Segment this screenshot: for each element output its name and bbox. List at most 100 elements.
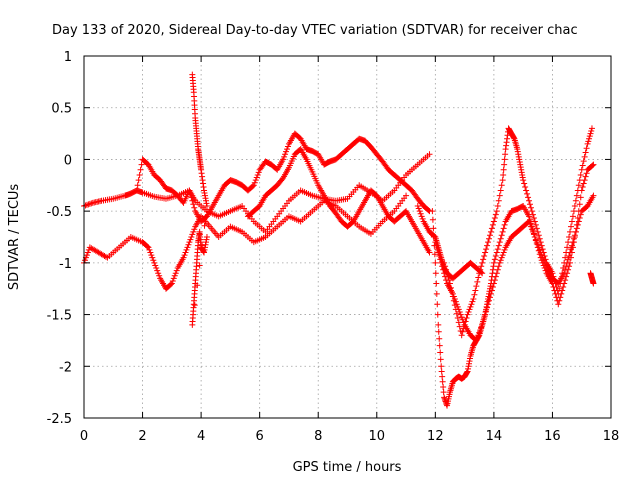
- data-point: [440, 383, 447, 390]
- data-point: [455, 319, 462, 326]
- data-point: [485, 239, 492, 246]
- data-point: [493, 249, 500, 256]
- data-point: [573, 221, 580, 228]
- data-point: [564, 244, 571, 251]
- data-point: [137, 166, 144, 173]
- data-point: [438, 363, 445, 370]
- data-point: [169, 277, 176, 284]
- data-point: [284, 143, 291, 150]
- data-point: [523, 187, 530, 194]
- data-point: [495, 242, 502, 249]
- data-point: [438, 368, 445, 375]
- data-point: [425, 207, 432, 214]
- data-point: [542, 256, 549, 263]
- data-point: [501, 156, 508, 163]
- data-point: [498, 232, 505, 239]
- data-point: [434, 301, 441, 308]
- data-point: [463, 315, 470, 322]
- data-point: [470, 296, 477, 303]
- data-point: [526, 221, 533, 228]
- data-point: [576, 177, 583, 184]
- data-point: [151, 259, 158, 266]
- data-point: [184, 244, 191, 251]
- data-point: [578, 166, 585, 173]
- data-point: [436, 335, 443, 342]
- data-point: [582, 149, 589, 156]
- data-point: [282, 151, 289, 158]
- data-point: [144, 243, 151, 250]
- x-tick-label: 6: [256, 429, 264, 444]
- data-point: [475, 274, 482, 281]
- data-point: [577, 171, 584, 178]
- data-point: [563, 249, 570, 256]
- y-tick-label: -0.5: [47, 205, 72, 220]
- data-point: [555, 301, 562, 308]
- series-trace-j: [587, 270, 597, 287]
- data-point: [538, 242, 545, 249]
- data-point: [154, 267, 161, 274]
- data-point: [565, 239, 572, 246]
- data-point: [171, 272, 178, 279]
- data-point: [414, 202, 421, 209]
- data-point: [417, 210, 424, 217]
- data-point: [488, 287, 495, 294]
- data-point: [490, 259, 497, 266]
- data-point: [182, 249, 189, 256]
- data-point: [586, 133, 593, 140]
- data-point: [203, 234, 210, 240]
- data-point: [180, 254, 187, 261]
- data-point: [481, 252, 488, 259]
- data-point: [172, 270, 179, 277]
- data-point: [569, 213, 576, 220]
- x-tick-label: 8: [314, 429, 322, 444]
- data-point: [559, 270, 566, 277]
- data-point: [150, 257, 157, 264]
- data-point: [500, 249, 507, 256]
- plot-frame: [83, 55, 612, 419]
- data-point: [138, 161, 145, 168]
- data-point: [88, 200, 95, 207]
- data-point: [473, 337, 480, 344]
- data-point: [533, 225, 540, 232]
- data-point: [527, 204, 534, 211]
- data-point: [189, 231, 196, 238]
- data-point: [145, 244, 152, 251]
- data-point: [484, 304, 491, 311]
- data-point: [426, 151, 433, 158]
- y-tick-label: -1.5: [47, 309, 72, 324]
- x-tick-label: 16: [544, 429, 561, 444]
- data-point: [433, 290, 440, 297]
- data-point: [575, 218, 582, 225]
- data-point: [590, 192, 597, 199]
- data-point: [255, 169, 262, 176]
- data-point: [568, 242, 575, 249]
- data-point: [487, 228, 494, 235]
- data-point: [426, 249, 433, 256]
- data-point: [494, 266, 501, 273]
- data-point: [498, 254, 505, 261]
- data-point: [190, 201, 197, 208]
- data-point: [433, 280, 440, 287]
- data-point: [556, 285, 563, 292]
- data-point: [430, 225, 437, 232]
- data-point: [459, 328, 466, 335]
- data-point: [479, 270, 486, 277]
- data-point: [580, 158, 587, 165]
- data-point: [493, 270, 500, 277]
- data-point: [83, 201, 90, 208]
- data-point: [454, 315, 461, 322]
- data-point: [203, 202, 210, 209]
- data-point: [499, 177, 506, 184]
- data-point: [478, 324, 485, 331]
- data-point: [186, 187, 193, 194]
- x-tick-label: 2: [138, 429, 146, 444]
- data-point: [495, 263, 502, 270]
- data-point: [280, 156, 287, 163]
- data-point: [579, 162, 586, 169]
- data-point: [530, 231, 537, 238]
- data-point: [173, 267, 180, 274]
- data-point: [461, 321, 468, 328]
- data-point: [134, 182, 141, 189]
- data-point: [575, 182, 582, 189]
- data-point: [496, 192, 503, 199]
